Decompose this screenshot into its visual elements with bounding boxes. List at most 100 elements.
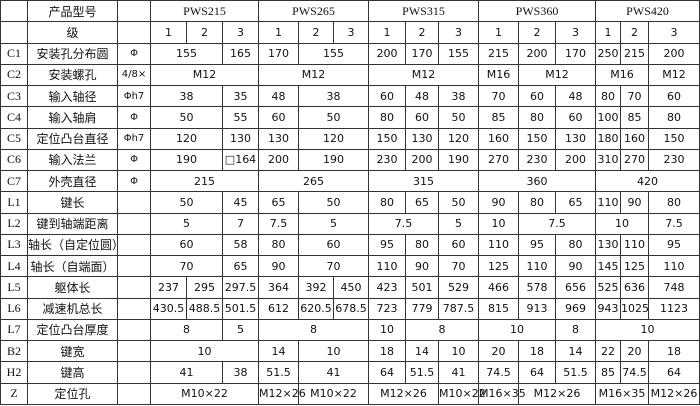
value-cell: 50 <box>150 191 223 214</box>
value-cell: 5 <box>222 318 259 342</box>
value-cell: 10 <box>368 318 406 342</box>
table-row: L3 轴长（自定位圆） 60 58 80 60 95 80 60 110 95 80 130 110 95 <box>0 233 700 257</box>
row-code: L5 <box>0 276 28 299</box>
value-cell: 230 <box>368 148 406 172</box>
value-cell: 65 <box>222 254 259 278</box>
value-cell: 787.5 <box>438 297 479 320</box>
row-code: L6 <box>0 297 28 320</box>
value-cell: 80 <box>368 191 406 214</box>
value-cell: 315 <box>368 169 479 193</box>
value-cell: 80 <box>518 191 556 214</box>
model-header: PWS265 <box>258 0 369 23</box>
table-row: L4 轴长（自端面） 70 65 90 70 110 90 70 125 110 90 145 125 11… <box>0 254 700 278</box>
value-cell: 190 <box>438 148 479 172</box>
value-cell: 170 <box>555 42 596 65</box>
table-row: C1 安装孔分布圆 Φ 155 165 170 155 200 170 155 215 200 170 2… <box>0 42 700 65</box>
value-cell: 45 <box>222 191 259 214</box>
row-name: 安装孔分布圆 <box>27 42 118 65</box>
value-cell: 130 <box>222 127 259 150</box>
value-cell: 155 <box>150 42 223 65</box>
row-name: 安装螺孔 <box>27 63 118 87</box>
value-cell: 60 <box>518 84 556 108</box>
value-cell: 90 <box>258 254 299 278</box>
row-code: B2 <box>0 339 28 363</box>
value-cell: 20 <box>620 339 649 363</box>
value-cell: 430.5 <box>150 297 187 320</box>
value-cell: 215 <box>478 42 519 65</box>
table-row: L1 键长 50 45 65 50 80 65 50 90 80 65 110 90 80 <box>0 191 700 214</box>
value-cell: 35 <box>222 84 259 108</box>
value-cell: 125 <box>620 254 649 278</box>
value-cell: 90 <box>478 191 519 214</box>
row-name: 键宽 <box>27 339 118 363</box>
value-cell: 100 <box>595 106 621 129</box>
stage-cell: 2 <box>620 21 649 44</box>
value-cell: 64 <box>518 361 556 384</box>
value-cell: 85 <box>595 361 621 384</box>
row-code: C6 <box>0 148 28 172</box>
value-cell: 10 <box>478 318 556 342</box>
value-cell: 18 <box>368 339 406 363</box>
value-cell: 41 <box>298 361 369 384</box>
value-cell: M12×26 <box>648 382 700 405</box>
value-cell: 64 <box>368 361 406 384</box>
value-cell: 420 <box>595 169 700 193</box>
value-cell: 1025 <box>620 297 649 320</box>
table-row: L2 键到轴端距离 5 7 7.5 5 7.5 5 10 7.5 10 7.5 <box>0 212 700 235</box>
value-cell: 748 <box>648 276 700 299</box>
value-cell: 10 <box>595 212 649 235</box>
row-code: L1 <box>0 191 28 214</box>
value-cell: 38 <box>298 84 369 108</box>
value-cell: 95 <box>368 233 406 257</box>
value-cell: 80 <box>648 191 700 214</box>
value-cell: M12 <box>648 63 700 87</box>
value-cell: 50 <box>438 191 479 214</box>
value-cell: 85 <box>620 106 649 129</box>
row-name: 键到轴端距离 <box>27 212 118 235</box>
row-code: H2 <box>0 361 28 384</box>
row-unit <box>117 382 151 405</box>
stage-cell: 1 <box>258 21 299 44</box>
value-cell: 95 <box>518 233 556 257</box>
value-cell: 364 <box>258 276 299 299</box>
value-cell: M10×22 <box>438 382 486 405</box>
value-cell: 423 <box>368 276 406 299</box>
value-cell: M16×35 <box>595 382 649 405</box>
value-cell: 50 <box>150 106 223 129</box>
row-unit <box>117 318 151 342</box>
value-cell: 525 <box>595 276 621 299</box>
row-name: 减速机总长 <box>27 297 118 320</box>
row-unit <box>117 276 151 299</box>
value-cell: 20 <box>478 339 519 363</box>
stage-cell: 1 <box>368 21 406 44</box>
row-code: Z <box>0 382 28 405</box>
value-cell: 90 <box>405 254 439 278</box>
value-cell: 180 <box>595 127 621 150</box>
value-cell: 90 <box>555 254 596 278</box>
stage-cell: 1 <box>478 21 519 44</box>
value-cell: 8 <box>150 318 223 342</box>
value-cell: 215 <box>150 169 259 193</box>
row-unit <box>117 339 151 363</box>
model-header-row: 产品型号 PWS215 PWS265 PWS315 PWS360 PWS420 <box>0 0 700 23</box>
value-cell: 65 <box>555 191 596 214</box>
value-cell: 265 <box>258 169 369 193</box>
value-cell: 110 <box>368 254 406 278</box>
empty-cell <box>0 0 28 23</box>
row-unit: Φ <box>117 106 151 129</box>
value-cell: M12 <box>368 63 479 87</box>
stage-cell: 2 <box>298 21 334 44</box>
value-cell: 14 <box>258 339 299 363</box>
value-cell: 230 <box>648 148 700 172</box>
value-cell: 50 <box>298 106 369 129</box>
value-cell: 450 <box>333 276 369 299</box>
value-cell: 815 <box>478 297 519 320</box>
row-name: 躯体长 <box>27 276 118 299</box>
model-header: PWS420 <box>595 0 700 23</box>
value-cell: 80 <box>595 84 621 108</box>
value-cell: 65 <box>405 191 439 214</box>
value-cell: 80 <box>648 106 700 129</box>
value-cell: 10 <box>298 339 369 363</box>
value-cell: 18 <box>518 339 556 363</box>
